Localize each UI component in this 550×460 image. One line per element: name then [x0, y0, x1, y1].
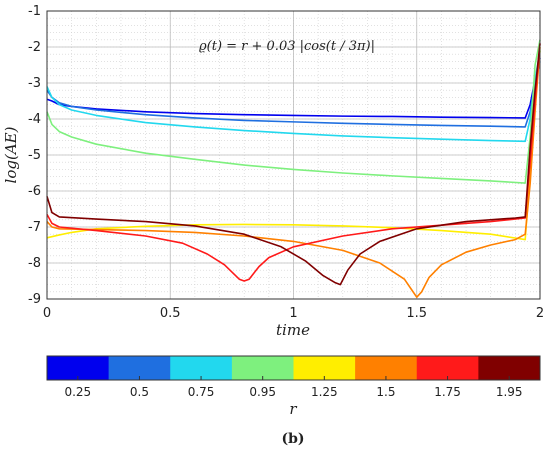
y-tick-label: -8	[28, 256, 41, 271]
y-tick-label: -5	[28, 148, 41, 163]
y-tick-label: -1	[28, 4, 41, 19]
colorbar-tick-label: 1.25	[311, 385, 338, 399]
colorbar-tick-label: 1.5	[376, 385, 395, 399]
y-tick-label: -4	[28, 112, 41, 127]
series-line-r-0_75	[46, 50, 541, 143]
colorbar-tick-label: 0.75	[188, 385, 215, 399]
y-tick-label: -6	[28, 184, 41, 199]
x-tick-label: 1	[289, 306, 297, 321]
y-tick-label: -2	[28, 40, 41, 55]
colorbar-tick-label: 0.5	[130, 385, 149, 399]
x-tick-label: 2	[536, 306, 544, 321]
colorbar-tick-label: 1.75	[434, 385, 461, 399]
colorbar-tick-label: 0.25	[64, 385, 91, 399]
axis-ticks: 0 0.5 1 1.5 2 -1 -2 -3 -4 -5 -6 -7 -8 -9	[28, 4, 544, 321]
panel-label: (b)	[281, 431, 304, 447]
y-axis-label: log(AE)	[2, 126, 20, 183]
series-layer	[46, 39, 541, 299]
y-tick-label: -7	[28, 220, 41, 235]
colorbar-tick-label: 1.95	[496, 385, 523, 399]
x-axis-label: time	[276, 321, 310, 339]
y-tick-label: -9	[28, 292, 41, 307]
plot-frame	[46, 10, 541, 300]
series-line-r-1_75	[46, 43, 541, 282]
formula-annotation: ϱ(t) = r + 0.03 |cos(t / 3π)|	[199, 39, 375, 54]
colorbar: 0.25 0.5 0.75 0.95 1.25 1.5 1.75 1.95	[46, 355, 541, 399]
series-line-r-1_5	[46, 46, 541, 299]
x-tick-label: 0	[43, 306, 51, 321]
colorbar-label: r	[289, 400, 297, 418]
colorbar-tick-label: 0.95	[249, 385, 276, 399]
series-line-r-0_5	[46, 61, 541, 128]
colorbar-frame	[46, 355, 541, 381]
series-line-r-0_95	[46, 39, 541, 184]
x-tick-label: 1.5	[406, 306, 427, 321]
y-tick-label: -3	[28, 76, 41, 91]
series-line-r-1_95	[46, 43, 541, 286]
x-tick-label: 0.5	[160, 306, 181, 321]
